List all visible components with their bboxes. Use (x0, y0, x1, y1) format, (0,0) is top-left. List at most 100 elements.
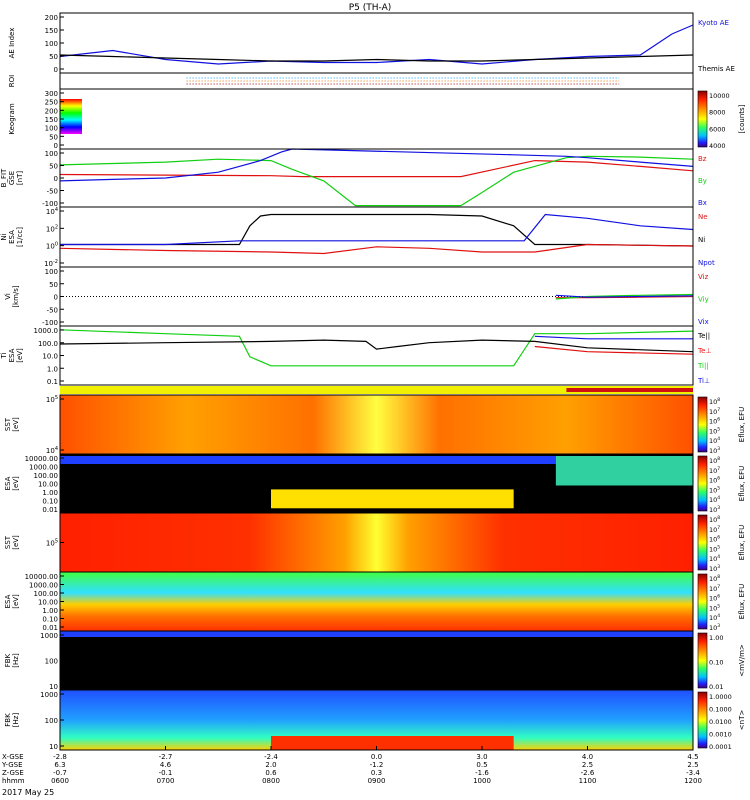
x-tick-label: -1.2 (370, 761, 384, 769)
plot-title: P5 (TH-A) (349, 3, 392, 13)
x-tick-label: 0600 (51, 777, 69, 785)
y-tick-label: 100 (46, 242, 58, 251)
colorbar (697, 455, 708, 512)
y-axis-label: SST[eV] (4, 417, 20, 432)
spectrogram-sst_ion (60, 395, 693, 454)
colorbar-tick-label: 0.10 (709, 659, 723, 667)
y-tick-label: 100.00 (34, 590, 59, 598)
panel-fbk_b: 1000 100 10 FBK[Hz] 1.0000 0.1000 0.0100 0.0010… (4, 689, 746, 751)
colorbar-label: Eflux, EFU (738, 407, 746, 442)
y-tick-label: 1000.0 (34, 327, 59, 335)
y-tick-label: 0 (54, 294, 58, 302)
series-ae-themisae (59, 54, 694, 62)
colorbar (697, 514, 708, 571)
series-ni-ne (59, 243, 694, 255)
y-tick-label: 0.01 (42, 624, 58, 632)
x-tick-label: 0.5 (476, 761, 487, 769)
colorbar-tick-label: 1.00 (709, 634, 723, 642)
spectrogram-esa_elec (60, 572, 693, 631)
y-tick-label: -50 (47, 188, 58, 196)
y-tick-label: 1000 (40, 691, 58, 699)
y-tick-label: -100 (42, 200, 58, 208)
colorbar-tick-label: 107 (709, 584, 720, 593)
y-tick-label: 100 (45, 717, 58, 725)
y-axis-label: AE Index (8, 28, 16, 59)
colorbar-tick-label: 4000 (709, 142, 726, 150)
x-tick-label: 4.5 (687, 753, 698, 761)
colorbar-tick-label: 104 (709, 495, 720, 504)
legend-entry: Kyoto AE (698, 19, 729, 27)
colorbar-label: Eflux, EFU (738, 584, 746, 619)
y-tick-label: 50 (49, 163, 58, 171)
mode-bar-fast (566, 388, 693, 392)
y-tick-label: 150 (45, 116, 58, 124)
colorbar (697, 573, 708, 630)
x-tick-label: 1000 (473, 777, 491, 785)
x-row-label: Z-GSE (2, 769, 24, 777)
y-tick-label: 0 (54, 142, 58, 150)
colorbar-tick-label: 106 (709, 535, 720, 544)
colorbar-tick-label: 0.0001 (709, 743, 732, 751)
x-tick-label: 0700 (157, 777, 175, 785)
x-tick-label: 0.3 (371, 769, 382, 777)
x-tick-label: -3.4 (686, 769, 700, 777)
y-axis-label: FBK[Hz] (4, 653, 20, 668)
keogram-image (60, 99, 82, 134)
series-ni-npot (60, 213, 694, 246)
y-tick-label: 100 (45, 658, 58, 666)
colorbar-tick-label: 103 (709, 564, 720, 573)
panel-fbk_e: 1000 100 10 FBK[Hz] 1.00 0.10 0.01 <mV/m> (4, 630, 746, 691)
y-tick-label: 100.0 (38, 340, 58, 348)
legend-entry: Npot (698, 259, 715, 267)
colorbar-tick-label: 105 (709, 544, 720, 553)
y-tick-label: 0.10 (42, 616, 58, 624)
y-tick-label: 1.00 (42, 607, 58, 615)
y-tick-label: 0.01 (42, 506, 58, 514)
series-vi-vix (555, 294, 694, 298)
x-tick-label: 6.3 (54, 761, 65, 769)
legend-entry: Vix (698, 318, 709, 326)
series-ae-kyotoae (59, 24, 694, 65)
x-tick-label: -0.1 (159, 769, 173, 777)
y-axis-label: NiESA[1/cc] (0, 227, 24, 247)
series-ti-ti (534, 335, 693, 340)
x-tick-label: -2.8 (53, 753, 67, 761)
x-tick-label: -2.7 (159, 753, 173, 761)
date-label: 2017 May 25 (2, 788, 54, 797)
spectrogram-fbk_e (60, 631, 693, 690)
colorbar-tick-label: 103 (709, 446, 720, 455)
y-tick-label: 1000.00 (29, 464, 58, 472)
x-tick-label: 1100 (579, 777, 597, 785)
x-axis-group: X-GSE -2.8 -2.7 -2.4 0.0 3.0 4.0 4.5 Y-GSE 6.3 4.6… (1, 746, 702, 785)
panel-ti: 1000.0 100.0 10.0 1.0 0.1 TiESA[eV] Te|| Te⊥ Ti|… (0, 325, 712, 386)
y-tick-label: 1000 (40, 632, 58, 640)
x-row-label: Y-GSE (1, 761, 23, 769)
colorbar (697, 90, 708, 148)
y-tick-label: -50 (47, 306, 58, 314)
x-tick-label: -2.6 (581, 769, 595, 777)
fbk-b-low-band (271, 736, 514, 750)
y-tick-label: 10.0 (42, 353, 58, 361)
colorbar-tick-label: 108 (709, 456, 720, 465)
y-axis-label: ESA[eV] (4, 594, 20, 609)
colorbar-label: [counts] (738, 104, 746, 133)
colorbar-tick-label: 1.0000 (709, 693, 732, 701)
colorbar-label: Eflux, EFU (738, 525, 746, 560)
y-tick-label: 100.00 (34, 472, 59, 480)
colorbar-tick-label: 107 (709, 407, 720, 416)
y-tick-label: 104 (46, 207, 58, 216)
x-tick-label: 0.6 (265, 769, 277, 777)
colorbar-tick-label: 108 (709, 397, 720, 406)
y-tick-label: 104 (46, 446, 58, 455)
series-bfit-bx (59, 148, 694, 182)
x-tick-label: -2.4 (264, 753, 278, 761)
y-tick-label: 50 (49, 53, 58, 61)
colorbar-tick-label: 107 (709, 466, 720, 475)
x-tick-label: 0.0 (371, 753, 382, 761)
ion-late-band (555, 456, 693, 486)
colorbar-tick-label: 108 (709, 515, 720, 524)
x-tick-label: 4.0 (582, 753, 593, 761)
legend-entry: Te|| (697, 332, 710, 340)
